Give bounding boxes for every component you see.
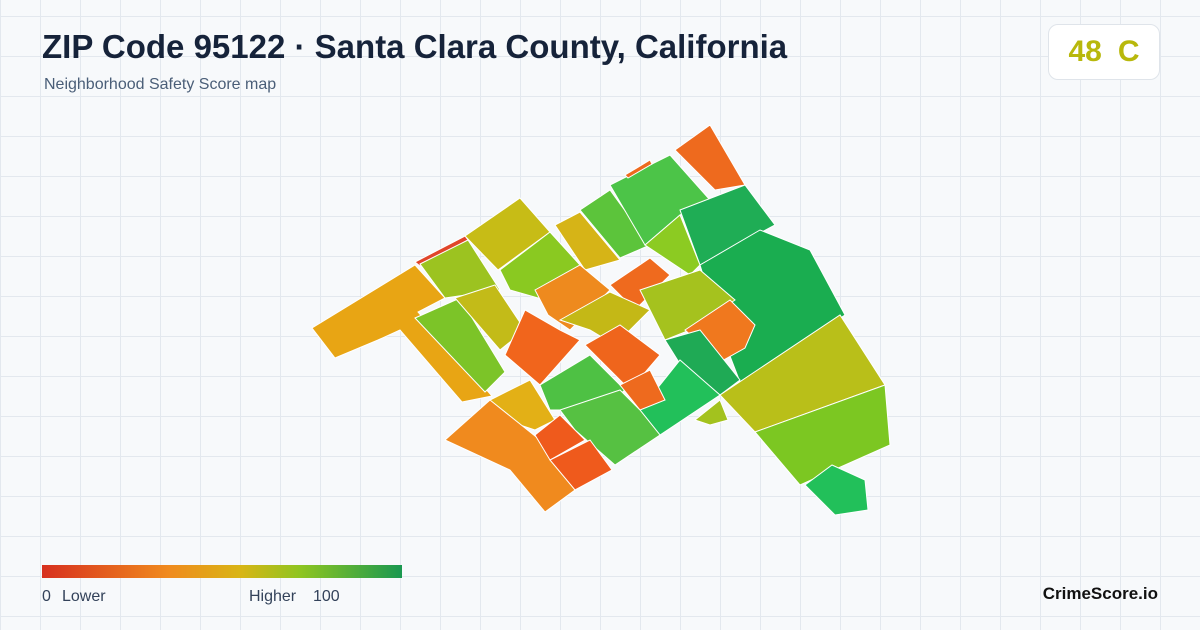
area — [584, 324, 661, 391]
area — [554, 211, 621, 271]
area — [804, 464, 869, 516]
area — [311, 264, 493, 403]
area — [754, 384, 891, 486]
score-badge: 48 C — [1048, 24, 1160, 80]
grade: C — [1117, 35, 1140, 68]
area — [693, 399, 729, 426]
score: 48 — [1068, 35, 1102, 68]
subtitle: Neighborhood Safety Score map — [44, 76, 277, 93]
title: ZIP Code 95122 · Santa Clara County, Cal… — [42, 28, 788, 65]
area — [419, 239, 501, 299]
area — [679, 184, 776, 266]
area — [624, 159, 653, 179]
area — [534, 414, 586, 461]
legend-bar — [42, 565, 402, 578]
brand: CrimeScore.io — [1042, 584, 1158, 603]
area — [414, 297, 506, 393]
legend-max-label: Higher — [249, 588, 297, 605]
legend-max: 100 — [313, 588, 340, 605]
area — [619, 369, 666, 411]
area — [504, 309, 581, 386]
area — [549, 439, 613, 491]
legend-min-label: Lower — [62, 588, 106, 605]
legend-min: 0 — [42, 588, 51, 605]
